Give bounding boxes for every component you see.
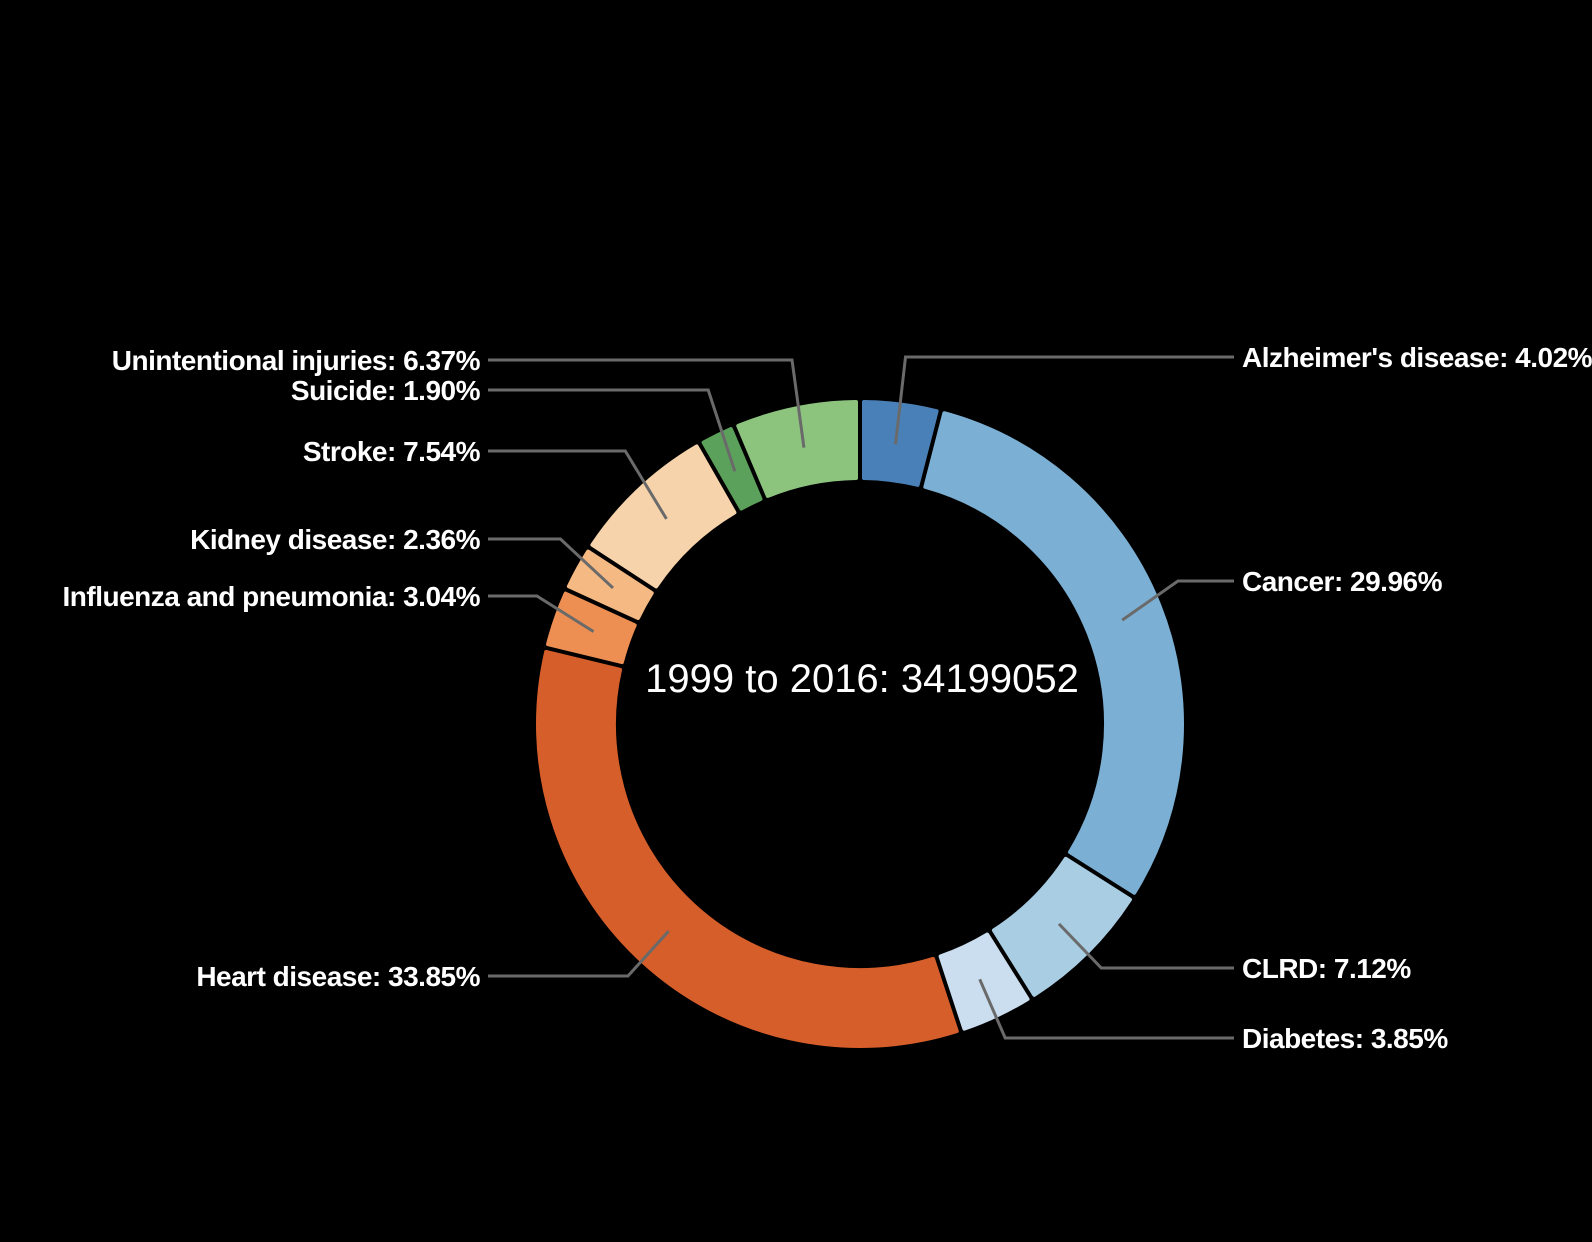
label-unintentional-injuries: Unintentional injuries: 6.37% [112,345,481,376]
label-heart-disease: Heart disease: 33.85% [196,961,480,992]
slice-alzheimer-s-disease[interactable] [862,400,939,487]
leader-kidney-disease [488,537,615,590]
label-suicide: Suicide: 1.90% [291,375,481,406]
leader-suicide [488,388,737,472]
slice-labels: Alzheimer's disease: 4.02% Cancer: 29.96%… [62,342,1592,1054]
label-cancer: Cancer: 29.96% [1242,566,1443,597]
label-kidney-disease: Kidney disease: 2.36% [190,524,480,555]
label-alzheimer-s-disease: Alzheimer's disease: 4.02% [1242,342,1592,373]
leader-stroke [488,449,668,520]
slice-heart-disease[interactable] [536,649,959,1048]
slice-cancer[interactable] [923,411,1184,895]
label-stroke: Stroke: 7.54% [303,436,481,467]
leader-unintentional-injuries [488,358,806,448]
leader-alzheimer-s-disease [894,355,1234,445]
slice-influenza-and-pneumonia[interactable] [546,591,637,665]
leader-cancer [1121,579,1234,622]
center-label: 1999 to 2016: 34199052 [645,657,1079,701]
leader-diabetes [978,978,1234,1040]
slice-unintentional-injuries[interactable] [736,400,858,498]
leader-lines [488,355,1234,1040]
leader-influenza-and-pneumonia [488,594,595,633]
slice-suicide[interactable] [701,427,763,511]
leader-heart-disease [488,930,670,978]
label-clrd: CLRD: 7.12% [1242,953,1411,984]
slice-diabetes[interactable] [938,932,1030,1031]
leader-clrd [1057,922,1234,970]
label-diabetes: Diabetes: 3.85% [1242,1023,1448,1054]
label-influenza-and-pneumonia: Influenza and pneumonia: 3.04% [62,581,480,612]
